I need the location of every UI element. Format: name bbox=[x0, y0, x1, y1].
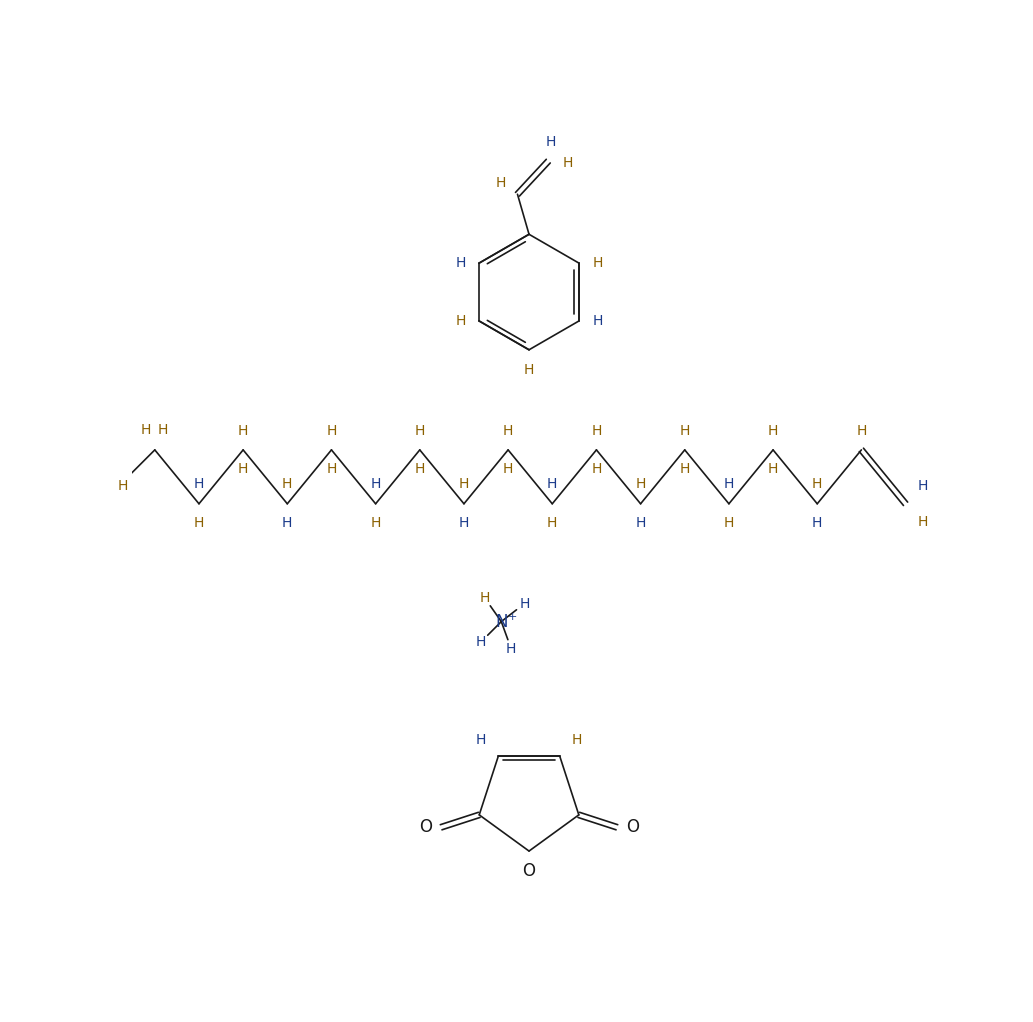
Text: H: H bbox=[506, 642, 516, 656]
Text: O: O bbox=[626, 819, 639, 836]
Text: H: H bbox=[459, 516, 469, 530]
Text: H: H bbox=[456, 314, 466, 328]
Text: H: H bbox=[326, 462, 337, 476]
Text: H: H bbox=[635, 516, 646, 530]
Text: H: H bbox=[918, 479, 929, 493]
Text: H: H bbox=[326, 423, 337, 437]
Text: H: H bbox=[812, 477, 822, 492]
Text: H: H bbox=[768, 423, 778, 437]
Text: H: H bbox=[414, 423, 425, 437]
Text: H: H bbox=[157, 423, 167, 436]
Text: H: H bbox=[547, 477, 558, 492]
Text: H: H bbox=[194, 477, 205, 492]
Text: H: H bbox=[282, 477, 292, 492]
Text: H: H bbox=[238, 423, 248, 437]
Text: H: H bbox=[503, 423, 513, 437]
Text: H: H bbox=[194, 516, 205, 530]
Text: H: H bbox=[592, 257, 602, 270]
Text: H: H bbox=[724, 477, 734, 492]
Text: H: H bbox=[371, 516, 381, 530]
Text: H: H bbox=[459, 477, 469, 492]
Text: O: O bbox=[419, 819, 432, 836]
Text: H: H bbox=[475, 636, 486, 649]
Text: H: H bbox=[456, 257, 466, 270]
Text: N: N bbox=[495, 612, 507, 631]
Text: H: H bbox=[140, 423, 151, 436]
Text: O: O bbox=[523, 862, 535, 880]
Text: H: H bbox=[503, 462, 513, 476]
Text: H: H bbox=[238, 462, 248, 476]
Text: H: H bbox=[479, 591, 490, 605]
Text: H: H bbox=[475, 733, 486, 747]
Text: H: H bbox=[545, 135, 556, 149]
Text: H: H bbox=[918, 514, 929, 528]
Text: H: H bbox=[724, 516, 734, 530]
Text: H: H bbox=[547, 516, 558, 530]
Text: +: + bbox=[507, 612, 516, 622]
Text: H: H bbox=[562, 155, 572, 170]
Text: H: H bbox=[524, 363, 534, 377]
Text: H: H bbox=[414, 462, 425, 476]
Text: H: H bbox=[635, 477, 646, 492]
Text: H: H bbox=[591, 462, 601, 476]
Text: H: H bbox=[768, 462, 778, 476]
Text: H: H bbox=[371, 477, 381, 492]
Text: H: H bbox=[520, 597, 530, 610]
Text: H: H bbox=[680, 462, 690, 476]
Text: H: H bbox=[856, 423, 867, 437]
Text: H: H bbox=[496, 176, 506, 190]
Text: H: H bbox=[812, 516, 822, 530]
Text: H: H bbox=[680, 423, 690, 437]
Text: H: H bbox=[592, 314, 602, 328]
Text: H: H bbox=[591, 423, 601, 437]
Text: H: H bbox=[118, 479, 128, 494]
Text: H: H bbox=[282, 516, 292, 530]
Text: H: H bbox=[572, 733, 583, 747]
